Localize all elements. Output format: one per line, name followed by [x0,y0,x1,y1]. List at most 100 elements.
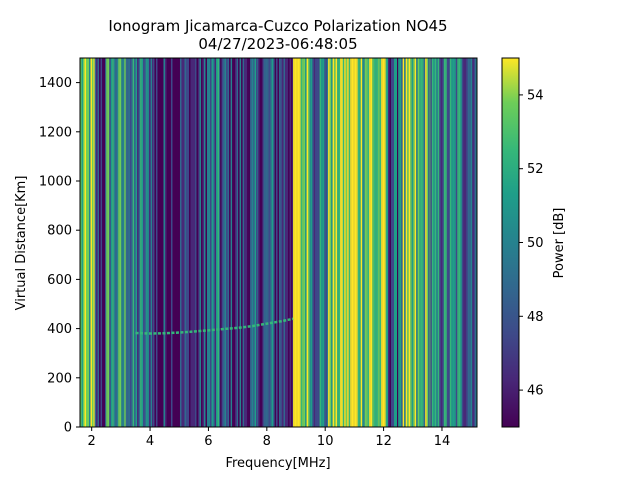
band-strip [443,58,446,427]
band-strip [190,58,193,427]
band-strip [251,58,254,427]
band-strip [223,58,225,427]
band-strip [93,58,96,427]
band-strip [350,58,352,427]
band-strip [423,58,426,427]
colorbar-tick-label: 52 [527,162,544,177]
band-strip [446,58,449,427]
band-strip [425,58,427,427]
band-strip [135,58,138,427]
band-strip [402,58,405,427]
x-tick-label: 6 [204,434,212,449]
frequency-band [258,58,295,427]
band-strip [140,58,142,427]
band-strip [196,58,199,427]
band-strip [94,58,97,427]
band-strip [143,58,145,427]
band-strip [360,58,363,427]
colorbar [501,57,520,428]
band-strip [116,58,119,427]
band-strip [179,58,182,427]
band-strip [367,58,370,427]
band-strip [238,58,240,427]
band-strip [106,58,108,427]
band-strip [167,58,170,427]
band-strip [296,58,298,427]
band-strip [331,58,333,427]
band-strip [154,58,157,427]
band-strip [132,58,135,427]
band-strip [340,58,342,427]
band-strip [100,58,103,427]
band-strip [182,58,185,427]
band-strip [437,58,440,427]
band-strip [205,58,208,427]
band-strip [332,58,335,427]
band-strip [434,58,437,427]
band-strip [382,58,385,427]
band-strip [404,58,406,427]
band-strip [197,58,200,427]
y-tick-label: 600 [47,273,72,288]
band-strip [232,58,234,427]
band-strip [138,58,141,427]
band-strip [137,58,139,427]
band-strip [157,58,160,427]
band-strip [87,58,90,427]
band-strip [303,58,306,427]
band-strip [448,58,450,427]
band-strip [122,58,125,427]
x-axis-label: Frequency[MHz] [225,456,330,471]
band-strip [129,58,132,427]
frequency-band [94,58,107,427]
y-tick-label: 400 [47,322,72,337]
band-strip [316,58,319,427]
band-strip [388,58,390,427]
chart-title: Ionogram Jicamarca-Cuzco Polarization NO… [108,17,447,35]
band-strip [199,58,202,427]
band-strip [375,58,377,427]
band-strip [211,58,214,427]
x-tick-label: 8 [263,434,271,449]
y-axis: 0 200 400 600 800 1000 1200 1400 [39,76,80,436]
band-strip [449,58,452,427]
band-strip [86,58,88,427]
band-strip [419,58,421,427]
plot-frame [79,57,478,428]
band-strip [399,58,402,427]
band-strip [475,58,477,427]
band-strip [202,58,205,427]
band-strip [141,58,144,427]
band-strip [454,58,456,427]
band-strip [422,58,424,427]
x-tick-label: 14 [434,434,451,449]
frequency-band [220,58,260,427]
band-strip [176,58,179,427]
band-strip [440,58,443,427]
band-strip [294,58,297,427]
band-strip [289,58,292,427]
band-strip [445,58,447,427]
band-strip [233,58,236,427]
band-strip [217,58,220,427]
band-strip [102,58,104,427]
band-strip [291,58,293,427]
band-strip [200,58,203,427]
band-strip [439,58,441,427]
band-strip [267,58,269,427]
band-strip [356,58,358,427]
band-strip [229,58,231,427]
band-strip [467,58,470,427]
band-strip [107,58,110,427]
band-strip [397,58,399,427]
band-strip [188,58,191,427]
band-strip [334,58,336,427]
band-strip [161,58,164,427]
band-strip [152,58,155,427]
band-strip [394,58,396,427]
chart-subtitle: 04/27/2023-06:48:05 [198,35,357,53]
heatmap-area [80,58,477,427]
band-strip [258,58,260,427]
band-strip [410,58,412,427]
